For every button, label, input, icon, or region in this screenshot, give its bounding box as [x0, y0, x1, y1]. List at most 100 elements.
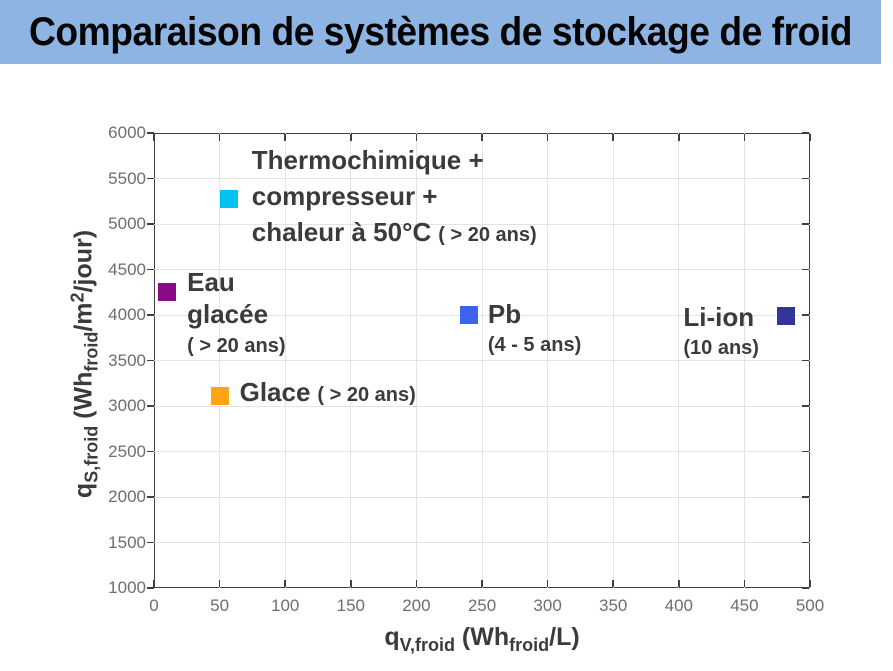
x-axis-label-subscript: V,froid: [399, 635, 455, 655]
annotation-line: Pb: [487, 299, 522, 329]
annotation-glace: Glace( > 20 ans): [240, 377, 416, 410]
y-tick-label: 1000: [108, 578, 146, 597]
gridline-horizontal: [154, 451, 810, 452]
x-tick-mark: [678, 580, 680, 587]
x-tick-mark-top: [284, 134, 286, 141]
x-tick-mark-top: [218, 134, 221, 141]
y-tick-mark: [147, 587, 154, 589]
gridline-horizontal: [154, 405, 810, 407]
x-axis-label: qV,froid (Whfroid/L): [384, 623, 580, 655]
y-tick-mark: [147, 405, 154, 407]
x-tick-mark: [284, 580, 286, 587]
x-axis-label-symbol: q: [384, 623, 400, 651]
annotation-thermochimique: Thermochimique + compresseur + chaleur à 5…: [252, 142, 537, 253]
x-tick-mark-top: [612, 134, 614, 141]
y-tick-mark-right: [802, 132, 809, 134]
gridline-horizontal: [154, 223, 810, 225]
x-tick-mark: [809, 580, 811, 587]
y-tick-label: 1500: [108, 532, 146, 552]
data-point-thermochimique: [219, 189, 238, 208]
data-point-pb: [459, 306, 478, 324]
x-tick-mark: [612, 580, 614, 587]
x-tick-mark: [546, 580, 549, 587]
y-axis-label-superscript: 2: [67, 292, 88, 303]
y-tick-mark-right: [802, 405, 809, 407]
x-tick-label: 350: [599, 596, 628, 615]
x-tick-label: 500: [795, 596, 825, 615]
annotation-line: glacée: [187, 299, 269, 330]
x-tick-label: 250: [467, 596, 497, 615]
x-tick-label: 200: [402, 596, 431, 615]
annotation-pb: Pb (4 - 5 ans): [488, 299, 581, 361]
data-point-eau-glacee: [158, 283, 177, 302]
gridline-horizontal: [154, 178, 810, 179]
annotation-lifetime-note: (4 - 5 ans): [487, 334, 582, 356]
annotation-lifetime-note: ( > 20 ans): [317, 383, 416, 406]
x-tick-mark-top: [809, 134, 811, 141]
x-tick-mark-top: [153, 134, 155, 141]
x-tick-mark-top: [546, 134, 549, 141]
gridline-horizontal: [154, 360, 810, 361]
x-tick-label: 400: [664, 596, 693, 615]
y-tick-label: 3500: [108, 350, 146, 370]
y-tick-mark: [147, 359, 154, 362]
x-tick-label: 0: [149, 596, 159, 615]
y-tick-mark: [147, 223, 154, 225]
gridline-horizontal: [154, 542, 810, 543]
x-tick-label: 450: [730, 596, 759, 615]
y-tick-mark-right: [802, 223, 809, 225]
y-tick-mark: [147, 314, 154, 316]
y-tick-mark: [147, 177, 154, 180]
annotation-li-ion: Li-ion (10 ans): [683, 302, 759, 364]
x-tick-label: 300: [533, 596, 562, 615]
x-tick-mark: [415, 580, 418, 587]
annotation-line: chaleur à 50°C( > 20 ans): [251, 216, 537, 247]
x-tick-mark-top: [350, 134, 352, 141]
x-tick-label: 50: [210, 596, 230, 615]
data-point-glace: [210, 386, 229, 405]
x-tick-label: 150: [336, 596, 365, 615]
y-tick-mark-right: [802, 268, 809, 271]
y-tick-mark-right: [802, 541, 809, 544]
page-title: Comparaison de systèmes de stockage de f…: [28, 9, 853, 54]
y-tick-label: 2500: [108, 441, 146, 461]
x-tick-mark-top: [415, 134, 418, 141]
gridline-horizontal: [154, 496, 810, 498]
annotation-line: Glace( > 20 ans): [239, 376, 416, 407]
y-tick-mark-right: [802, 450, 809, 453]
gridline-horizontal: [154, 269, 810, 270]
x-tick-mark-top: [678, 134, 680, 141]
y-tick-mark-right: [802, 359, 809, 362]
annotation-lifetime-note: ( > 20 ans): [187, 335, 286, 358]
x-tick-mark: [350, 580, 352, 587]
x-axis-label-unit: (Wh: [454, 623, 510, 651]
annotation-line: Thermochimique +: [251, 144, 484, 175]
y-tick-mark-right: [802, 314, 809, 316]
y-tick-mark: [147, 450, 154, 453]
annotation-line: compresseur +: [251, 180, 438, 211]
y-tick-label: 5500: [108, 168, 146, 188]
y-tick-mark-right: [802, 587, 809, 589]
x-tick-label: 100: [271, 596, 300, 615]
y-tick-label: 5000: [108, 214, 146, 233]
x-axis-label-unit-subscript: froid: [509, 635, 550, 655]
annotation-line: Eau: [187, 267, 235, 298]
annotation-eau-glacee: Eau glacée ( > 20 ans): [187, 266, 285, 362]
x-tick-mark: [743, 580, 746, 587]
x-tick-mark: [153, 580, 155, 587]
y-tick-mark: [147, 268, 154, 271]
x-tick-mark: [218, 580, 221, 587]
y-tick-mark: [147, 496, 154, 498]
y-tick-label: 3000: [108, 396, 146, 415]
title-banner: Comparaison de systèmes de stockage de f…: [0, 0, 881, 64]
y-tick-label: 2000: [108, 487, 146, 506]
y-tick-mark: [147, 541, 154, 544]
x-axis-label-unit-tail: /L): [549, 623, 580, 651]
annotation-lifetime-note: ( > 20 ans): [438, 223, 537, 246]
y-tick-label: 4500: [108, 259, 146, 279]
y-tick-mark: [147, 132, 154, 134]
gridline-horizontal: [154, 314, 810, 316]
x-tick-mark-top: [743, 134, 746, 141]
annotation-line: Li-ion: [683, 301, 755, 332]
